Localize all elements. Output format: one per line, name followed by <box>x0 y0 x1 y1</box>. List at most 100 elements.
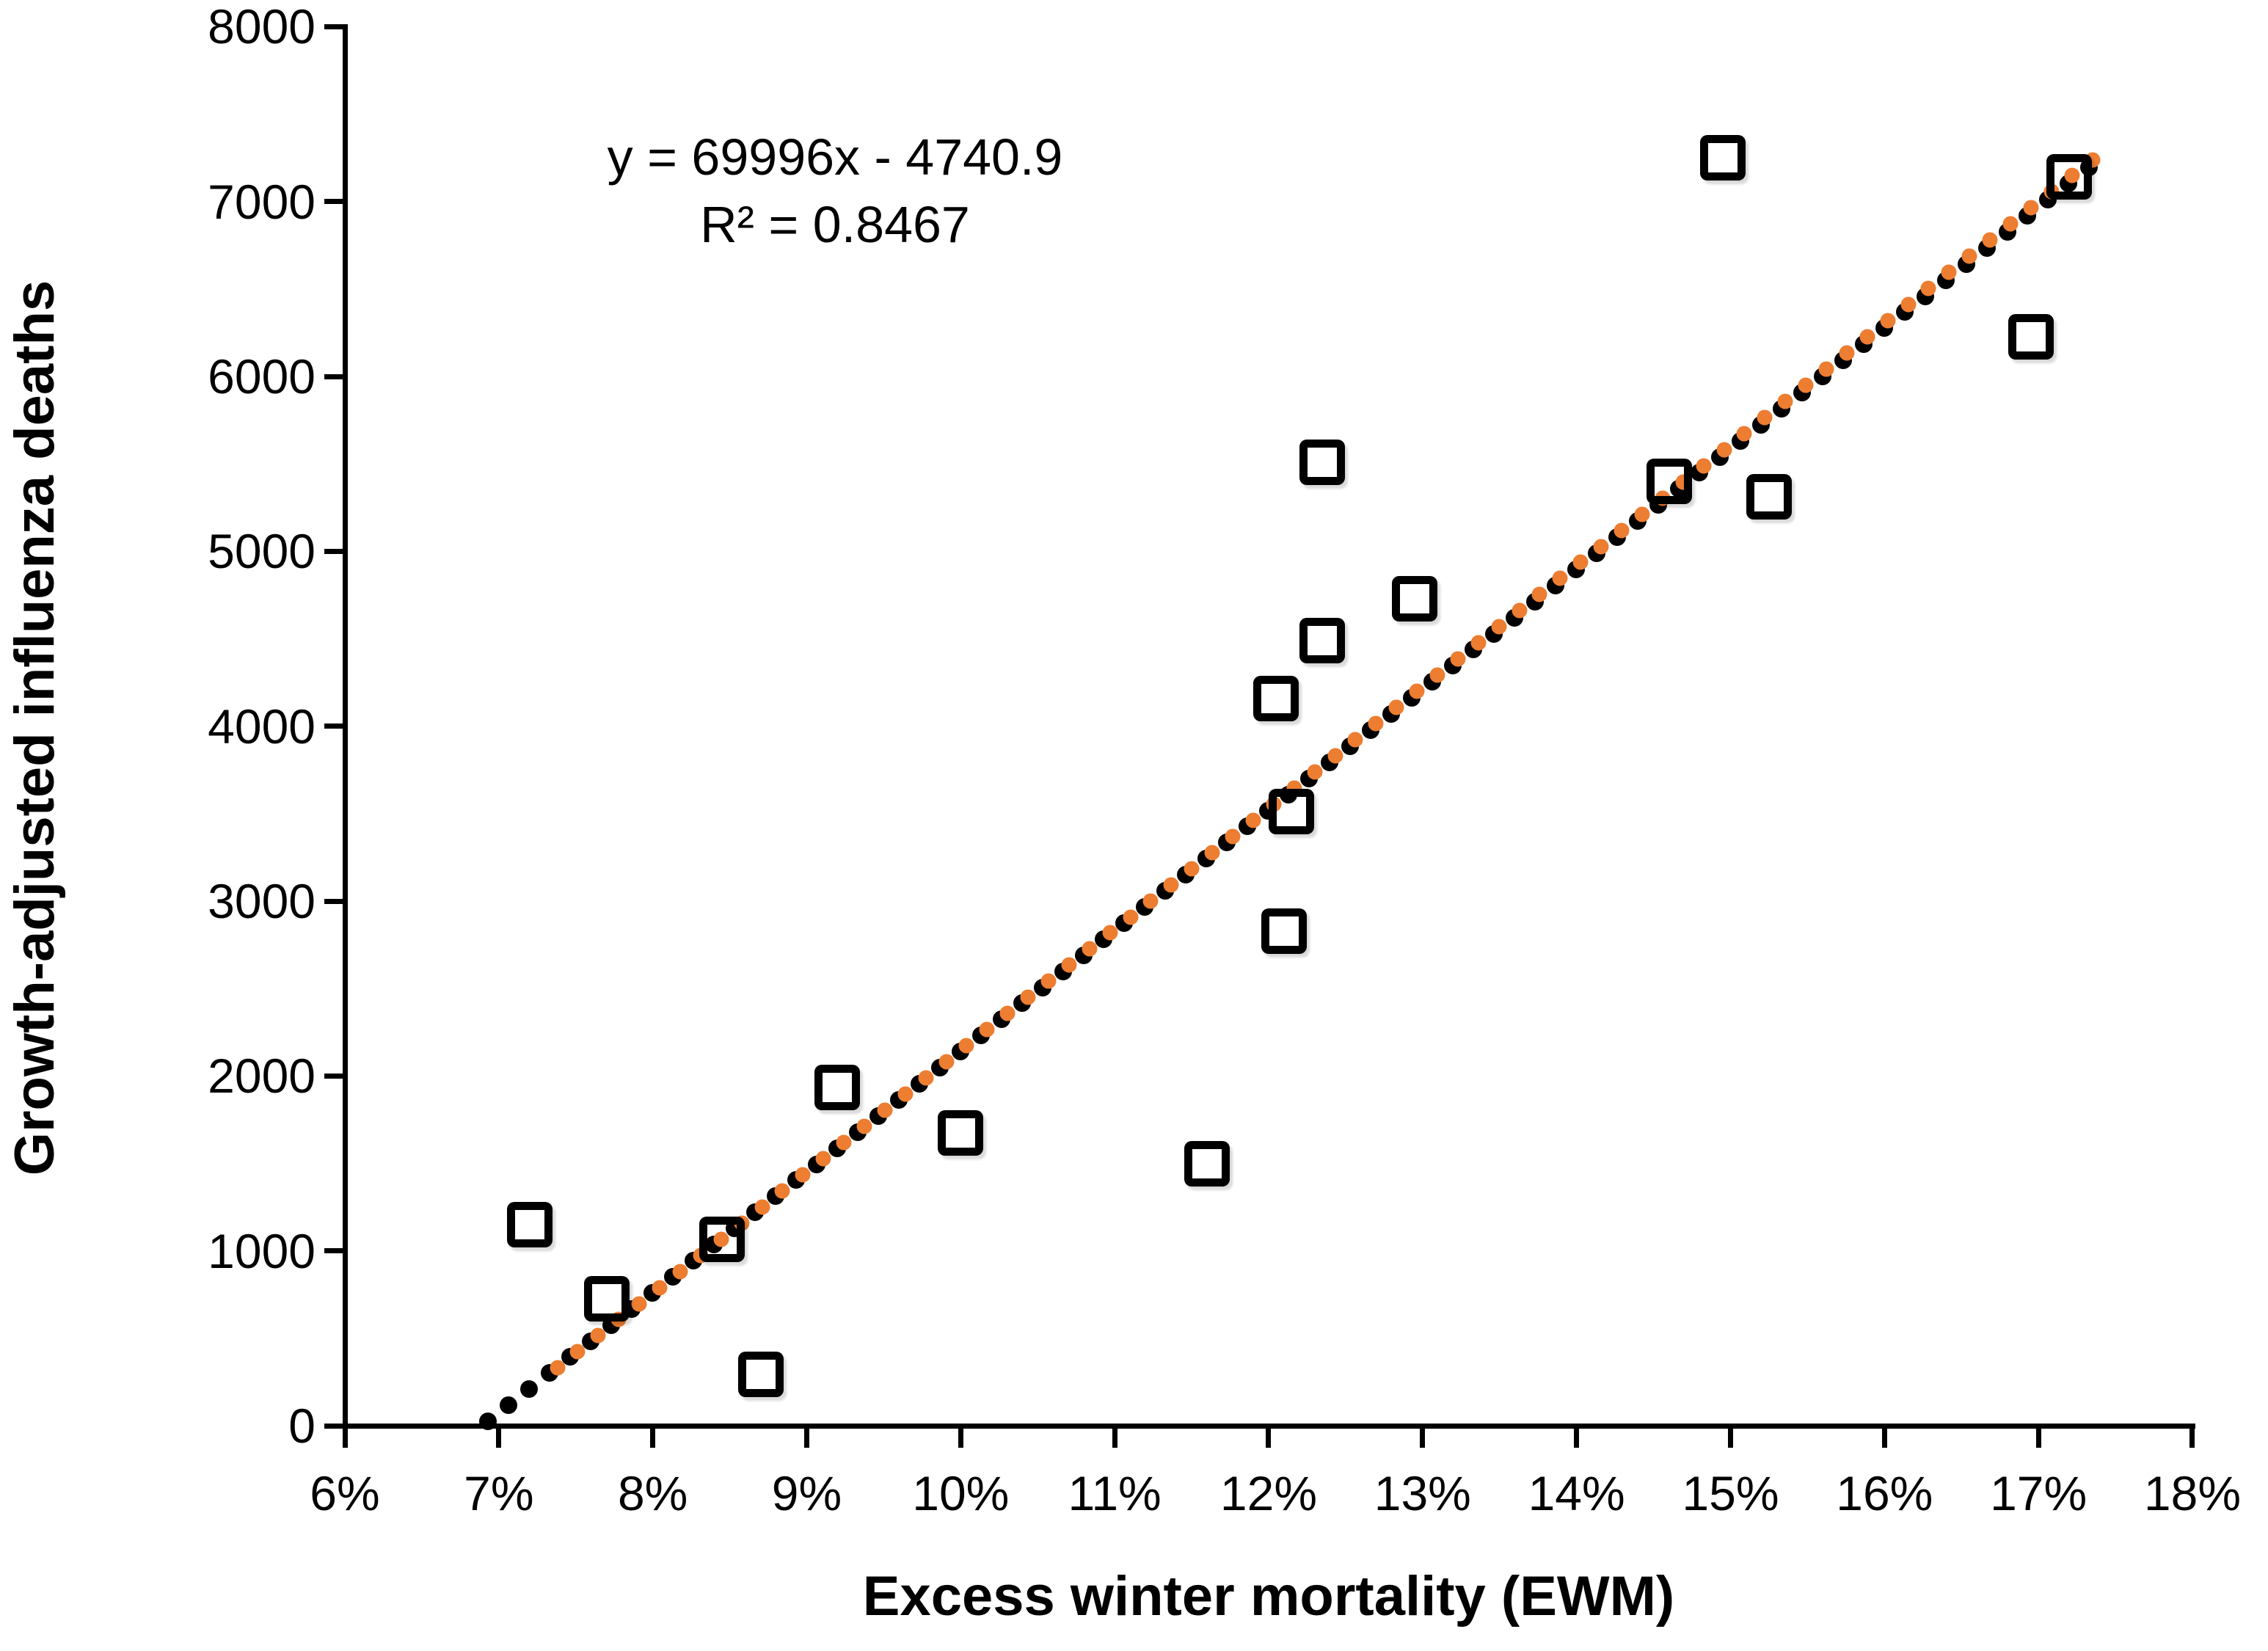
x-tick-label: 12% <box>1219 1466 1318 1520</box>
orange-dotted-trendline-dot <box>1880 313 1896 329</box>
orange-dotted-trendline-dot <box>1061 957 1077 973</box>
y-axis-line <box>343 24 348 1429</box>
data-point-marker <box>1261 908 1307 954</box>
orange-dotted-trendline-dot <box>1859 329 1875 345</box>
orange-dotted-trendline-dot <box>774 1183 790 1199</box>
orange-dotted-trendline-dot <box>877 1102 893 1118</box>
orange-dotted-trendline-dot <box>1593 539 1609 554</box>
y-tick-label: 4000 <box>208 699 316 754</box>
orange-dotted-trendline-dot <box>754 1199 770 1215</box>
data-point-marker <box>737 1351 784 1397</box>
y-tick-mark <box>324 1248 345 1254</box>
data-point-marker <box>1392 575 1438 622</box>
orange-dotted-trendline-dot <box>1777 393 1793 409</box>
orange-dotted-trendline-dot <box>958 1038 974 1054</box>
orange-dotted-trendline-dot <box>1818 361 1834 377</box>
orange-dotted-trendline-dot <box>1327 748 1343 764</box>
y-tick-mark <box>324 548 345 554</box>
data-point-marker <box>938 1109 984 1156</box>
black-dotted-trendline-dot <box>520 1380 539 1399</box>
orange-dotted-trendline-dot <box>1696 458 1712 474</box>
orange-dotted-trendline-dot <box>1409 683 1425 699</box>
x-tick-mark <box>2035 1426 2041 1448</box>
orange-dotted-trendline-dot <box>1736 426 1752 442</box>
y-tick-label: 0 <box>288 1399 316 1453</box>
x-tick-mark <box>1266 1426 1272 1448</box>
x-tick-mark <box>1727 1426 1733 1448</box>
y-tick-label: 3000 <box>208 874 316 929</box>
orange-dotted-trendline-dot <box>1982 232 1998 248</box>
x-tick-mark <box>342 1426 348 1448</box>
x-tick-label: 7% <box>464 1466 534 1520</box>
x-tick-label: 18% <box>2143 1466 2242 1520</box>
orange-dotted-trendline-dot <box>590 1327 606 1344</box>
x-tick-mark <box>650 1426 656 1448</box>
orange-dotted-trendline-dot <box>1552 570 1568 586</box>
orange-dotted-trendline-dot <box>1470 635 1487 651</box>
black-dotted-trendline-dot <box>500 1396 518 1415</box>
y-tick-mark <box>324 1073 345 1079</box>
orange-dotted-trendline-dot <box>672 1264 688 1280</box>
orange-dotted-trendline-dot <box>1531 586 1547 602</box>
y-tick-label: 6000 <box>208 349 316 404</box>
orange-dotted-trendline-dot <box>1388 699 1404 715</box>
x-axis-title: Excess winter mortality (EWM) <box>862 1565 1675 1628</box>
orange-dotted-trendline-dot <box>1020 989 1036 1005</box>
orange-dotted-trendline-dot <box>897 1086 914 1102</box>
y-axis-title: Growth-adjusted influenza deaths <box>4 280 66 1176</box>
x-tick-label: 11% <box>1068 1466 1162 1520</box>
orange-dotted-trendline-dot <box>1307 764 1323 780</box>
x-tick-label: 8% <box>617 1466 688 1520</box>
x-tick-mark <box>1420 1426 1426 1448</box>
orange-dotted-trendline-dot <box>1429 667 1445 683</box>
y-tick-mark <box>324 23 345 29</box>
x-tick-label: 16% <box>1836 1466 1933 1520</box>
x-tick-label: 14% <box>1528 1466 1625 1520</box>
x-tick-label: 6% <box>310 1466 380 1520</box>
data-point-marker <box>2008 314 2054 360</box>
data-point-marker <box>1700 135 1746 181</box>
orange-dotted-trendline-dot <box>1572 554 1589 570</box>
x-tick-label: 15% <box>1682 1466 1779 1520</box>
y-tick-label: 2000 <box>208 1049 316 1104</box>
y-tick-label: 5000 <box>208 524 316 579</box>
black-dotted-trendline-dot <box>479 1413 497 1431</box>
y-tick-mark <box>324 199 345 205</box>
data-point-marker <box>1299 617 1346 663</box>
orange-dotted-trendline-dot <box>1163 877 1179 893</box>
orange-dotted-trendline-dot <box>1941 264 1957 280</box>
orange-dotted-trendline-dot <box>1082 941 1098 957</box>
orange-dotted-trendline-dot <box>1368 715 1384 732</box>
orange-dotted-trendline-dot <box>1245 812 1261 828</box>
orange-dotted-trendline-dot <box>999 1005 1016 1021</box>
orange-dotted-trendline-dot <box>1920 280 1936 296</box>
orange-dotted-trendline-dot <box>1347 732 1363 748</box>
orange-dotted-trendline-dot <box>1225 828 1241 845</box>
orange-dotted-trendline-dot <box>1839 345 1855 361</box>
orange-dotted-trendline-dot <box>1491 619 1507 635</box>
orange-dotted-trendline-dot <box>2064 167 2080 183</box>
data-point-marker <box>1746 474 1792 520</box>
orange-dotted-trendline-dot <box>1716 442 1732 458</box>
orange-dotted-trendline-dot <box>2002 216 2019 232</box>
data-point-marker <box>699 1217 745 1263</box>
x-tick-label: 13% <box>1374 1466 1471 1520</box>
orange-dotted-trendline-dot <box>1512 602 1528 619</box>
orange-dotted-trendline-dot <box>836 1134 852 1151</box>
orange-dotted-trendline-dot <box>631 1296 647 1312</box>
x-tick-mark <box>1112 1426 1117 1448</box>
orange-dotted-trendline-dot <box>1757 409 1773 426</box>
orange-dotted-trendline-dot <box>713 1231 729 1247</box>
y-tick-label: 8000 <box>208 0 316 54</box>
orange-dotted-trendline-dot <box>1102 925 1118 941</box>
data-point-marker <box>583 1276 630 1322</box>
orange-dotted-trendline-dot <box>795 1167 811 1183</box>
orange-dotted-trendline-dot <box>1184 861 1200 877</box>
y-tick-mark <box>324 898 345 904</box>
data-point-marker <box>814 1064 861 1110</box>
orange-dotted-trendline-dot <box>2023 200 2039 216</box>
orange-dotted-trendline-dot <box>1798 377 1814 393</box>
orange-dotted-trendline-dot <box>1040 973 1057 989</box>
orange-dotted-trendline-dot <box>815 1151 831 1167</box>
